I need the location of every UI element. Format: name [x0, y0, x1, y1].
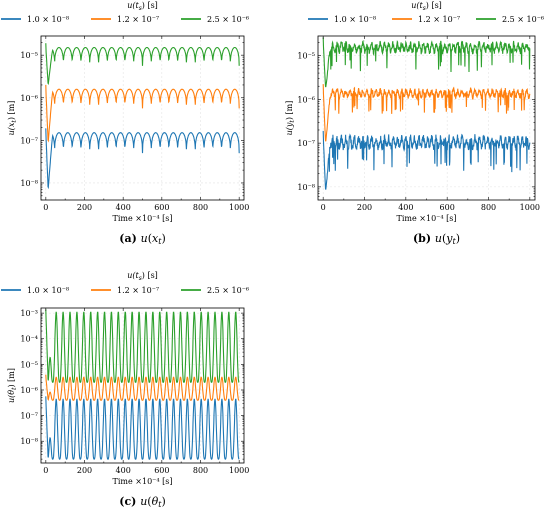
y-tick-label: 10⁻⁷ — [297, 139, 315, 148]
y-tick-label: 10⁻³ — [20, 309, 38, 318]
chart-panel-b: 0 200 400 600 800 1000 10⁻⁸ 10⁻⁷ 10⁻⁶ 10⁻⁵ Time ×1… — [285, 1, 544, 246]
y-axis-label: u(xt) [m] — [7, 101, 18, 136]
x-tick-label: 1000 — [229, 203, 249, 212]
x-tick-label: 0 — [43, 203, 48, 212]
y-tick-label: 10⁻⁶ — [20, 386, 38, 395]
y-tick-label: 10⁻⁷ — [20, 136, 38, 145]
y-tick-label: 10⁻⁸ — [297, 183, 315, 192]
x-tick-label: 200 — [77, 203, 92, 212]
x-tick-label: 800 — [481, 203, 496, 212]
legend-title: u(ts) [s] — [411, 1, 442, 12]
series-line-2 — [45, 84, 240, 143]
legend-entry-3: 2.5 × 10⁻⁶ — [207, 286, 249, 295]
x-tick-label: 400 — [398, 203, 413, 212]
legend-entry-2: 1.2 × 10⁻⁷ — [117, 15, 159, 24]
x-tick-label: 400 — [116, 466, 131, 475]
x-tick-label: 0 — [321, 203, 326, 212]
series-line-3 — [45, 309, 240, 383]
x-tick-label: 600 — [154, 466, 169, 475]
x-tick-label: 1000 — [520, 203, 540, 212]
x-tick-label: 200 — [77, 466, 92, 475]
y-tick-label: 10⁻⁸ — [20, 437, 38, 446]
legend-entry-3: 2.5 × 10⁻⁶ — [207, 15, 249, 24]
y-tick-label: 10⁻⁶ — [297, 95, 315, 104]
series-line-2 — [45, 374, 240, 402]
legend-entry-1: 1.0 × 10⁻⁸ — [334, 15, 376, 24]
series-line-1 — [322, 130, 531, 190]
y-tick-label: 10⁻⁷ — [20, 412, 38, 421]
y-tick-label: 10⁻⁵ — [20, 51, 38, 60]
legend-entry-2: 1.2 × 10⁻⁷ — [418, 15, 460, 24]
series-line-2 — [322, 84, 531, 142]
y-axis-label: u(θt) [m] — [7, 368, 18, 403]
figure-caption: (c) u(θt) — [119, 495, 165, 509]
legend-title: u(ts) [s] — [127, 1, 158, 12]
series-line-3 — [45, 43, 240, 86]
y-tick-label: 10⁻⁴ — [20, 335, 38, 344]
legend-entry-3: 2.5 × 10⁻⁶ — [502, 15, 544, 24]
y-tick-label: 10⁻⁵ — [297, 52, 315, 61]
y-axis-label: u(yt) [m] — [285, 101, 296, 136]
legend-title: u(ts) [s] — [127, 271, 158, 282]
x-axis-label: Time ×10⁻⁴ [s] — [113, 477, 173, 486]
x-tick-label: 600 — [440, 203, 455, 212]
x-tick-label: 1000 — [229, 466, 249, 475]
y-tick-label: 10⁻⁶ — [20, 94, 38, 103]
x-axis-label: Time ×10⁻⁴ [s] — [397, 214, 457, 223]
y-tick-label: 10⁻⁵ — [20, 360, 38, 369]
x-tick-label: 800 — [193, 466, 208, 475]
x-tick-label: 200 — [357, 203, 372, 212]
y-tick-label: 10⁻⁸ — [20, 179, 38, 188]
chart-panel-a: 0 200 400 600 800 1000 10⁻⁸ 10⁻⁷ 10⁻⁶ 10⁻⁵ Time ×1… — [1, 1, 249, 246]
x-tick-label: 600 — [154, 203, 169, 212]
legend-entry-1: 1.0 × 10⁻⁸ — [27, 15, 69, 24]
chart-panel-c: 0 200 400 600 800 1000 10⁻⁸ 10⁻⁷ 10⁻⁶ 10⁻⁵ 10⁻⁴ 10⁻… — [1, 271, 249, 509]
legend-entry-2: 1.2 × 10⁻⁷ — [117, 286, 159, 295]
figure-caption: (b) u(yt) — [413, 232, 460, 246]
x-tick-label: 0 — [43, 466, 48, 475]
series-line-3 — [322, 37, 531, 88]
series-line-1 — [45, 128, 240, 190]
x-axis-label: Time ×10⁻⁴ [s] — [113, 214, 173, 223]
legend-entry-1: 1.0 × 10⁻⁸ — [27, 286, 69, 295]
x-tick-label: 400 — [116, 203, 131, 212]
series-line-1 — [45, 396, 240, 460]
figure-caption: (a) u(xt) — [119, 232, 166, 246]
x-tick-label: 800 — [193, 203, 208, 212]
